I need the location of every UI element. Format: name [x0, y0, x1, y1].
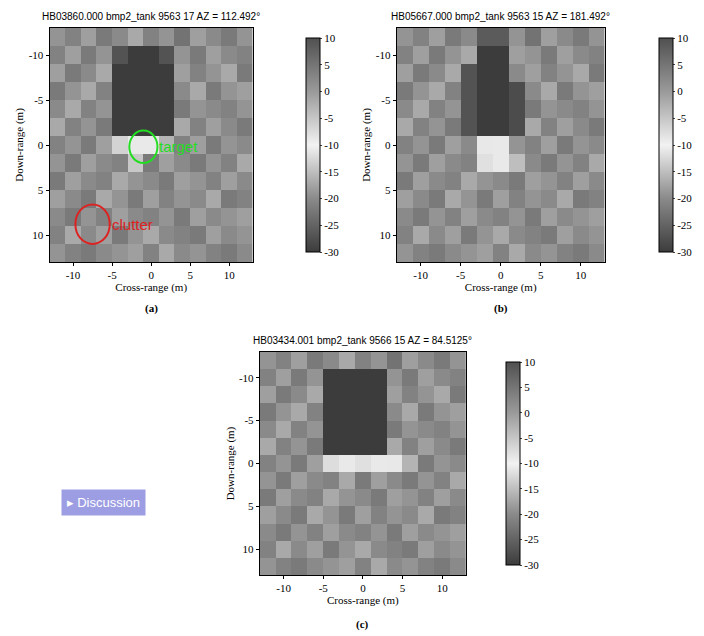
svg-text:Cross-range (m): Cross-range (m)	[465, 281, 537, 294]
svg-text:5: 5	[38, 184, 44, 196]
svg-text:-10: -10	[677, 139, 692, 151]
svg-text:Down-range (m): Down-range (m)	[360, 108, 373, 182]
svg-text:Cross-range (m): Cross-range (m)	[115, 281, 187, 294]
svg-text:10: 10	[379, 229, 391, 241]
svg-text:-5: -5	[677, 112, 687, 124]
svg-text:-15: -15	[677, 166, 692, 178]
svg-text:0: 0	[360, 582, 366, 594]
svg-text:-10: -10	[66, 269, 81, 281]
svg-text:-10: -10	[239, 372, 254, 384]
svg-text:5: 5	[188, 269, 194, 281]
svg-text:clutter: clutter	[112, 216, 153, 233]
svg-text:0: 0	[324, 85, 330, 97]
svg-text:▸ Discussion: ▸ Discussion	[67, 495, 140, 510]
svg-text:0: 0	[248, 457, 254, 469]
svg-text:Down-range (m): Down-range (m)	[224, 426, 237, 500]
svg-text:-25: -25	[324, 219, 339, 231]
svg-text:10: 10	[437, 582, 449, 594]
svg-text:-20: -20	[524, 508, 539, 520]
svg-text:-20: -20	[677, 192, 692, 204]
svg-text:-25: -25	[677, 219, 692, 231]
svg-text:Cross-range (m): Cross-range (m)	[327, 594, 399, 607]
svg-text:-25: -25	[524, 533, 539, 545]
svg-text:-10: -10	[413, 269, 428, 281]
svg-text:10: 10	[32, 229, 44, 241]
svg-text:-10: -10	[524, 457, 539, 469]
svg-text:-30: -30	[524, 559, 539, 571]
svg-text:HB03434.001 bmp2_tank 9566 15: HB03434.001 bmp2_tank 9566 15 AZ = 84.51…	[253, 335, 472, 346]
svg-text:-10: -10	[29, 49, 44, 61]
svg-text:Down-range (m): Down-range (m)	[13, 108, 26, 182]
svg-text:HB05667.000 bmp2_tank 9563 15: HB05667.000 bmp2_tank 9563 15 AZ = 181.4…	[391, 11, 610, 22]
svg-text:-15: -15	[524, 483, 539, 495]
svg-text:10: 10	[243, 543, 255, 555]
svg-text:-5: -5	[34, 94, 44, 106]
svg-text:-5: -5	[324, 112, 334, 124]
svg-text:5: 5	[524, 381, 530, 393]
svg-text:HB03860.000 bmp2_tank 9563 17: HB03860.000 bmp2_tank 9563 17 AZ = 112.4…	[42, 11, 260, 22]
svg-text:5: 5	[677, 59, 683, 71]
svg-text:0: 0	[498, 269, 504, 281]
svg-text:10: 10	[575, 269, 587, 281]
svg-text:5: 5	[248, 500, 254, 512]
svg-text:-5: -5	[319, 582, 329, 594]
svg-text:(c): (c)	[356, 618, 369, 631]
svg-text:-30: -30	[324, 246, 339, 258]
svg-text:0: 0	[148, 269, 154, 281]
svg-text:-10: -10	[276, 582, 291, 594]
svg-text:-5: -5	[381, 94, 391, 106]
svg-text:5: 5	[324, 59, 330, 71]
svg-text:-5: -5	[108, 269, 118, 281]
svg-text:target: target	[159, 138, 198, 155]
svg-text:0: 0	[38, 139, 44, 151]
svg-text:-20: -20	[324, 192, 339, 204]
svg-text:(a): (a)	[145, 302, 158, 315]
svg-text:10: 10	[224, 269, 236, 281]
svg-text:-15: -15	[324, 166, 339, 178]
svg-text:5: 5	[385, 184, 391, 196]
svg-text:5: 5	[400, 582, 406, 594]
svg-text:10: 10	[324, 32, 336, 44]
svg-text:-5: -5	[524, 432, 534, 444]
svg-text:10: 10	[524, 356, 536, 368]
svg-text:-10: -10	[324, 139, 339, 151]
svg-text:-5: -5	[456, 269, 466, 281]
svg-text:(b): (b)	[494, 302, 508, 315]
svg-text:0: 0	[677, 85, 683, 97]
svg-text:10: 10	[677, 32, 689, 44]
svg-text:-5: -5	[244, 414, 254, 426]
svg-text:-30: -30	[677, 246, 692, 258]
svg-text:-10: -10	[376, 49, 391, 61]
svg-text:5: 5	[538, 269, 544, 281]
svg-text:0: 0	[524, 407, 530, 419]
svg-text:0: 0	[385, 139, 391, 151]
